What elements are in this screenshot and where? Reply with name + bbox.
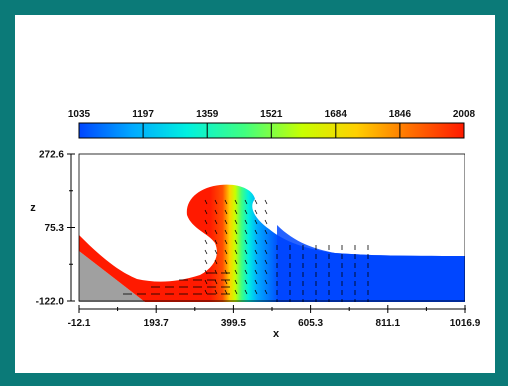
velocity-vector bbox=[204, 229, 208, 235]
velocity-vector bbox=[254, 219, 258, 225]
velocity-vector bbox=[214, 209, 218, 215]
colorbar-label: 1035 bbox=[68, 109, 91, 120]
velocity-vector bbox=[224, 229, 228, 235]
velocity-vector bbox=[204, 289, 208, 295]
velocity-vector bbox=[254, 239, 258, 245]
velocity-vector bbox=[234, 239, 238, 245]
x-axis: -12.1 193.7 399.5 605.3 811.1 1016.9 x bbox=[68, 305, 481, 340]
x-tick-label: 193.7 bbox=[144, 318, 169, 329]
y-axis: -122.0 75.3 272.6 z bbox=[30, 150, 75, 308]
velocity-vector bbox=[244, 229, 248, 235]
velocity-vector bbox=[234, 289, 238, 295]
velocity-vector bbox=[234, 259, 238, 265]
velocity-vector bbox=[204, 249, 208, 255]
velocity-vector bbox=[204, 259, 208, 265]
velocity-vector bbox=[264, 279, 268, 285]
velocity-vector bbox=[244, 289, 248, 295]
velocity-vector bbox=[244, 239, 248, 245]
velocity-vector bbox=[224, 289, 228, 295]
velocity-vector bbox=[244, 269, 248, 275]
velocity-vector bbox=[264, 219, 268, 225]
velocity-vector bbox=[264, 199, 268, 205]
colorbar-label: 1846 bbox=[389, 109, 412, 120]
x-tick-label: 1016.9 bbox=[450, 318, 481, 329]
velocity-vector bbox=[234, 199, 238, 205]
velocity-vector bbox=[244, 209, 248, 215]
velocity-vector bbox=[214, 239, 218, 245]
velocity-vector bbox=[244, 219, 248, 225]
velocity-vector bbox=[224, 279, 228, 285]
velocity-vector bbox=[224, 259, 228, 265]
velocity-vector bbox=[254, 229, 258, 235]
velocity-vector bbox=[264, 259, 268, 265]
wave-contour-chart: 1035 1197 1359 1521 1684 1846 2008 -12.1 193.7 3… bbox=[30, 109, 481, 340]
velocity-vector bbox=[264, 239, 268, 245]
colorbar-label: 1684 bbox=[325, 109, 348, 120]
velocity-vector bbox=[234, 219, 238, 225]
velocity-vector bbox=[214, 219, 218, 225]
velocity-vector bbox=[234, 209, 238, 215]
velocity-vector bbox=[204, 239, 208, 245]
x-tick-label: -12.1 bbox=[68, 318, 91, 329]
velocity-vector bbox=[214, 279, 218, 285]
velocity-vector bbox=[204, 199, 208, 205]
velocity-vector bbox=[244, 259, 248, 265]
velocity-vector bbox=[214, 199, 218, 205]
velocity-vector bbox=[214, 289, 218, 295]
plot-area bbox=[78, 153, 465, 302]
x-axis-title: x bbox=[273, 328, 280, 340]
y-tick-label: 75.3 bbox=[45, 223, 65, 234]
velocity-vector bbox=[224, 239, 228, 245]
velocity-vector bbox=[244, 199, 248, 205]
velocity-vector bbox=[224, 249, 228, 255]
velocity-vector bbox=[254, 249, 258, 255]
y-axis-title: z bbox=[30, 202, 36, 214]
colorbar-label: 1521 bbox=[260, 109, 283, 120]
velocity-vector bbox=[214, 259, 218, 265]
y-tick-label: 272.6 bbox=[39, 150, 64, 161]
velocity-vector bbox=[204, 219, 208, 225]
velocity-vector bbox=[214, 249, 218, 255]
velocity-vector bbox=[254, 259, 258, 265]
velocity-vector bbox=[204, 279, 208, 285]
velocity-vector bbox=[234, 269, 238, 275]
colorbar: 1035 1197 1359 1521 1684 1846 2008 bbox=[68, 109, 476, 139]
colorbar-label: 1359 bbox=[196, 109, 219, 120]
velocity-vector bbox=[264, 229, 268, 235]
velocity-vector bbox=[214, 269, 218, 275]
velocity-vector bbox=[234, 229, 238, 235]
velocity-vector bbox=[254, 209, 258, 215]
velocity-vector bbox=[224, 219, 228, 225]
velocity-vector bbox=[214, 229, 218, 235]
velocity-vector bbox=[234, 279, 238, 285]
velocity-vector bbox=[224, 209, 228, 215]
velocity-vector bbox=[264, 269, 268, 275]
fluid-domain-blue-region bbox=[277, 225, 465, 302]
plot-panel: 1035 1197 1359 1521 1684 1846 2008 -12.1 193.7 3… bbox=[15, 15, 495, 373]
velocity-vector bbox=[234, 249, 238, 255]
velocity-vector bbox=[244, 249, 248, 255]
velocity-vector bbox=[224, 199, 228, 205]
plot-frame bbox=[78, 153, 465, 302]
velocity-vector bbox=[264, 289, 268, 295]
velocity-vector bbox=[254, 199, 258, 205]
velocity-vector bbox=[264, 249, 268, 255]
colorbar-label: 2008 bbox=[453, 109, 476, 120]
velocity-vector bbox=[264, 209, 268, 215]
velocity-vector bbox=[254, 279, 258, 285]
velocity-vectors bbox=[123, 199, 369, 302]
velocity-vector bbox=[224, 269, 228, 275]
velocity-vector bbox=[204, 209, 208, 215]
velocity-vector bbox=[244, 279, 248, 285]
x-tick-label: 605.3 bbox=[298, 318, 323, 329]
x-tick-label: 399.5 bbox=[221, 318, 246, 329]
velocity-vector bbox=[254, 269, 258, 275]
y-tick-label: -122.0 bbox=[36, 297, 65, 308]
velocity-vector bbox=[254, 289, 258, 295]
velocity-vector bbox=[204, 269, 208, 275]
colorbar-label: 1197 bbox=[132, 109, 154, 120]
x-tick-label: 811.1 bbox=[376, 318, 401, 329]
